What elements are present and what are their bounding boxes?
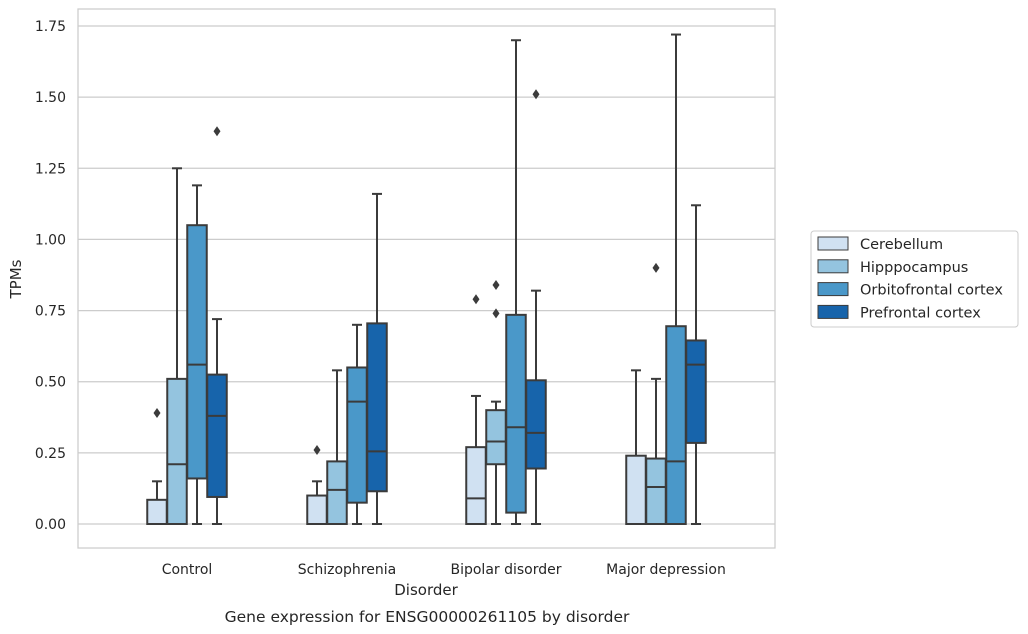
box (146, 498, 168, 526)
y-axis-ticks: 0.00 0.25 0.50 0.75 1.00 1.25 1.50 1.75 (35, 19, 66, 533)
legend-swatch (817, 304, 849, 319)
box (505, 313, 527, 514)
legend-label: Hipppocampus (860, 260, 968, 276)
chart-caption: Gene expression for ENSG00000261105 by d… (225, 608, 630, 626)
box (166, 377, 188, 525)
outlier-point (532, 89, 540, 100)
box (525, 379, 547, 470)
y-tick-label: 0.50 (35, 375, 66, 391)
box-group (306, 192, 388, 525)
x-tick-label: Schizophrenia (298, 562, 396, 578)
box (186, 224, 208, 480)
outlier-point (492, 279, 500, 290)
outlier-point (313, 445, 321, 456)
y-tick-label: 0.00 (35, 517, 66, 533)
x-tick-label: Major depression (606, 562, 726, 578)
outlier-point (652, 262, 660, 273)
box (326, 460, 348, 525)
legend-label: Orbitofrontal cortex (860, 283, 1003, 299)
y-tick-label: 1.50 (35, 90, 66, 106)
outlier-point (213, 126, 221, 137)
box (685, 339, 707, 444)
legend-label: Prefrontal cortex (860, 305, 981, 321)
box-group (465, 39, 547, 525)
box (485, 409, 507, 466)
legend-swatch (817, 282, 849, 297)
x-axis-label: Disorder (394, 581, 458, 599)
box (346, 366, 368, 504)
legend-swatch (817, 259, 849, 274)
outlier-point (153, 408, 161, 419)
legend: Cerebellum Hipppocampus Orbitofrontal cort… (810, 230, 1019, 328)
y-tick-label: 0.75 (35, 304, 66, 320)
x-axis-ticks: Control Schizophrenia Bipolar disorder Majo… (162, 562, 726, 578)
y-tick-label: 0.25 (35, 446, 66, 462)
y-tick-label: 1.00 (35, 232, 66, 248)
box (645, 457, 667, 526)
box (206, 373, 228, 498)
y-axis-label: TPMs (7, 259, 25, 299)
box (306, 494, 328, 525)
y-tick-label: 1.25 (35, 161, 66, 177)
box-groups (146, 33, 707, 526)
box (465, 446, 487, 525)
box (665, 325, 687, 526)
x-tick-label: Bipolar disorder (450, 562, 561, 578)
box (366, 322, 388, 493)
box-group (146, 126, 228, 526)
legend-frame (810, 230, 1019, 328)
box (625, 454, 647, 525)
plot-area-frame (77, 8, 776, 549)
outlier-point (492, 308, 500, 319)
legend-swatch (817, 236, 849, 251)
outlier-point (472, 294, 480, 305)
x-tick-label: Control (162, 562, 213, 578)
y-tick-label: 1.75 (35, 19, 66, 35)
box-group (625, 33, 707, 526)
legend-label: Cerebellum (860, 237, 943, 253)
